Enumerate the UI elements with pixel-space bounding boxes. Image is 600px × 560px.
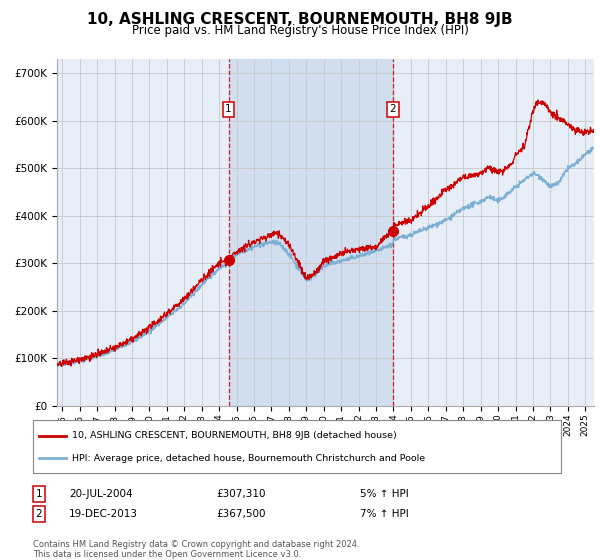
Text: 19-DEC-2013: 19-DEC-2013: [69, 509, 138, 519]
Text: 7% ↑ HPI: 7% ↑ HPI: [360, 509, 409, 519]
Text: 1: 1: [225, 104, 232, 114]
Text: Contains HM Land Registry data © Crown copyright and database right 2024.
This d: Contains HM Land Registry data © Crown c…: [33, 540, 359, 559]
Text: 20-JUL-2004: 20-JUL-2004: [69, 489, 133, 499]
Text: £367,500: £367,500: [216, 509, 265, 519]
Text: 10, ASHLING CRESCENT, BOURNEMOUTH, BH8 9JB (detached house): 10, ASHLING CRESCENT, BOURNEMOUTH, BH8 9…: [72, 431, 397, 441]
Text: 2: 2: [35, 509, 43, 519]
Text: Price paid vs. HM Land Registry's House Price Index (HPI): Price paid vs. HM Land Registry's House …: [131, 24, 469, 36]
Text: £307,310: £307,310: [216, 489, 265, 499]
Text: HPI: Average price, detached house, Bournemouth Christchurch and Poole: HPI: Average price, detached house, Bour…: [72, 454, 425, 463]
Text: 1: 1: [35, 489, 43, 499]
Bar: [229, 59, 393, 406]
Text: 10, ASHLING CRESCENT, BOURNEMOUTH, BH8 9JB: 10, ASHLING CRESCENT, BOURNEMOUTH, BH8 9…: [87, 12, 513, 27]
Text: 5% ↑ HPI: 5% ↑ HPI: [360, 489, 409, 499]
Text: 2: 2: [389, 104, 396, 114]
